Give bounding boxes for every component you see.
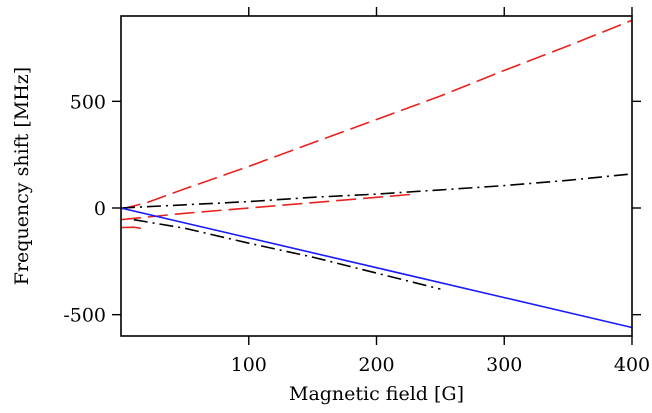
y-tick-label: 0	[94, 198, 106, 220]
series-line-4	[120, 173, 633, 209]
x-tick-label: 200	[358, 354, 394, 376]
y-axis-label: Frequency shift [MHz]	[11, 67, 33, 285]
y-tick-label: 500	[70, 91, 106, 113]
y-tick-label: -500	[63, 305, 106, 327]
series-line-3	[120, 226, 147, 231]
plot-frame	[120, 15, 633, 337]
x-axis-label: Magnetic field [G]	[289, 383, 464, 405]
series-line-5	[133, 218, 441, 290]
series-line-1	[120, 19, 633, 210]
x-tick-label: 400	[614, 354, 650, 376]
x-tick-label: 300	[486, 354, 522, 376]
x-tick-label: 100	[231, 354, 267, 376]
series-layer	[120, 19, 633, 329]
tick-layer: 100 200 300 400 -500 0 500	[63, 7, 650, 376]
series-line-6	[120, 207, 633, 329]
series-line-2	[120, 193, 415, 221]
